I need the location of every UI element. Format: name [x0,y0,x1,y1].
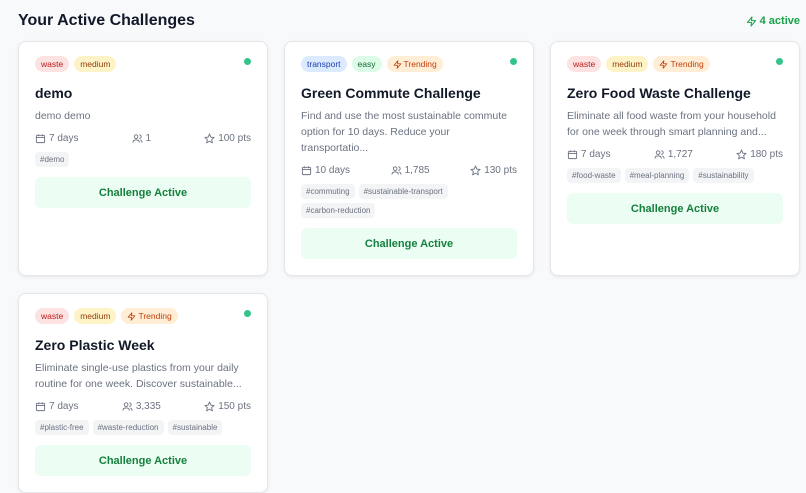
challenge-title: Green Commute Challenge [301,85,481,101]
tag: #meal-planning [624,168,690,183]
tag: #sustainable-transport [358,184,448,199]
star-icon [204,133,215,144]
zap-icon [746,15,757,27]
duration: 7 days [35,133,78,144]
challenge-description: demo demo [35,110,91,122]
duration: 7 days [35,401,78,412]
tag: #commuting [301,184,355,199]
calendar-icon [301,165,312,176]
challenge-card[interactable]: waste medium demo demo demo 7 days 1 100 pts #d… [18,41,268,276]
active-status-dot [776,58,783,65]
participants: 1,727 [654,149,693,160]
section-header: Your Active Challenges 4 active [0,0,806,34]
users-icon [132,133,143,144]
tag: #carbon-reduction [301,203,376,218]
tag: #demo [35,152,70,167]
medium-badge: medium [74,56,117,72]
waste-badge: waste [35,308,70,324]
users-icon [122,401,133,412]
participants: 1,785 [391,165,430,176]
zap-icon [393,59,402,69]
challenge-title: Zero Plastic Week [35,337,155,353]
badge-row: waste medium [35,56,251,72]
duration: 10 days [301,165,350,176]
participants: 3,335 [122,401,161,412]
waste-badge: waste [35,56,70,72]
page-title: Your Active Challenges [18,12,195,29]
trending-badge: Trending [386,56,443,72]
tag: #sustainable [167,420,223,435]
calendar-icon [35,401,46,412]
medium-badge: medium [74,308,117,324]
duration: 7 days [567,149,610,160]
zap-icon [659,59,668,69]
star-icon [470,165,481,176]
challenge-description: Eliminate all food waste from your house… [567,110,776,138]
waste-badge: waste [567,56,602,72]
badge-row: transport easy Trending [301,56,517,72]
active-count: 4 active [746,15,800,27]
challenge-active-button[interactable]: Challenge Active [35,445,251,476]
users-icon [654,149,665,160]
calendar-icon [35,133,46,144]
points: 150 pts [204,401,251,412]
tag-list: #demo [35,152,251,167]
tag-list: #plastic-free #waste-reduction #sustainabl… [35,420,251,435]
challenge-meta: 7 days 3,335 150 pts [35,401,251,412]
transport-badge: transport [301,56,347,72]
challenge-card[interactable]: waste medium Trending Zero Food Waste Chall… [550,41,800,276]
challenge-active-button[interactable]: Challenge Active [567,193,783,224]
trending-badge: Trending [653,56,710,72]
tag: #sustainability [693,168,754,183]
users-icon [391,165,402,176]
active-status-dot [244,310,251,317]
tag: #food-waste [567,168,621,183]
challenge-card[interactable]: transport easy Trending Green Commute Chall… [284,41,534,276]
tag: #plastic-free [35,420,89,435]
challenge-description: Eliminate single-use plastics from your … [35,362,242,390]
medium-badge: medium [606,56,649,72]
star-icon [736,149,747,160]
challenge-description: Find and use the most sustainable commut… [301,110,508,154]
active-status-dot [510,58,517,65]
tag-list: #commuting #sustainable-transport #carbon-… [301,184,517,218]
tag-list: #food-waste #meal-planning #sustainability [567,168,783,183]
points: 130 pts [470,165,517,176]
challenge-title: demo [35,85,73,101]
challenge-card[interactable]: waste medium Trending Zero Plastic Week Elim… [18,293,268,493]
badge-row: waste medium Trending [567,56,783,72]
challenge-grid: waste medium demo demo demo 7 days 1 100 pts #d… [0,34,806,493]
tag: #waste-reduction [92,420,164,435]
active-status-dot [244,58,251,65]
easy-badge: easy [351,56,382,72]
calendar-icon [567,149,578,160]
challenge-meta: 10 days 1,785 130 pts [301,165,517,176]
challenge-active-button[interactable]: Challenge Active [301,228,517,259]
star-icon [204,401,215,412]
zap-icon [127,311,136,321]
challenge-title: Zero Food Waste Challenge [567,85,751,101]
challenge-active-button[interactable]: Challenge Active [35,177,251,208]
points: 100 pts [204,133,251,144]
trending-badge: Trending [121,308,178,324]
points: 180 pts [736,149,783,160]
badge-row: waste medium Trending [35,308,251,324]
participants: 1 [132,133,151,144]
challenge-meta: 7 days 1 100 pts [35,133,251,144]
challenge-meta: 7 days 1,727 180 pts [567,149,783,160]
